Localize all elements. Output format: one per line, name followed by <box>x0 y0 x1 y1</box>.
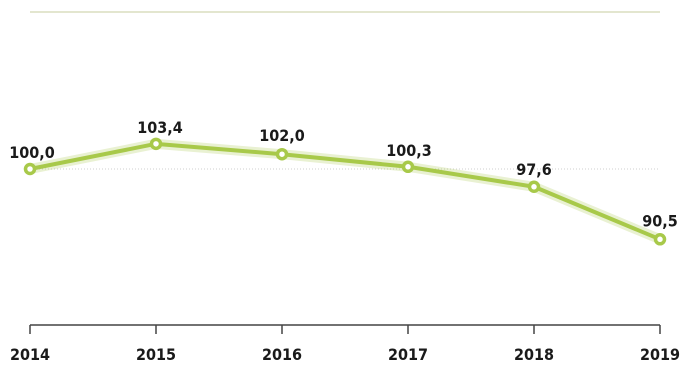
x-label-2014: 2014 <box>10 345 50 364</box>
data-label-2016: 102,0 <box>259 126 305 145</box>
data-point-2019 <box>653 233 667 246</box>
series-line <box>28 141 662 242</box>
data-point-2016 <box>275 147 289 161</box>
data-label-2014: 100,0 <box>9 143 55 162</box>
x-label-2018: 2018 <box>514 345 554 364</box>
series-line-halo <box>25 138 665 245</box>
x-axis-ticks <box>29 325 661 334</box>
data-label-2017: 100,3 <box>386 141 432 160</box>
data-point-2014 <box>23 162 37 176</box>
x-label-2015: 2015 <box>136 345 176 364</box>
data-point-2017 <box>401 160 415 174</box>
x-axis-labels-group: 2014 2015 2016 2017 2018 2019 <box>10 345 680 364</box>
data-point-2018 <box>527 180 541 194</box>
x-label-2019: 2019 <box>640 345 680 364</box>
data-labels-group: 100,0 103,4 102,0 100,3 97,6 90,5 <box>9 118 678 230</box>
series-group <box>23 137 667 246</box>
x-label-2016: 2016 <box>262 345 302 364</box>
x-label-2017: 2017 <box>388 345 428 364</box>
data-label-2018: 97,6 <box>516 160 552 179</box>
data-point-2015 <box>149 137 163 151</box>
data-label-2019: 90,5 <box>642 211 678 230</box>
data-label-2015: 103,4 <box>137 118 183 137</box>
